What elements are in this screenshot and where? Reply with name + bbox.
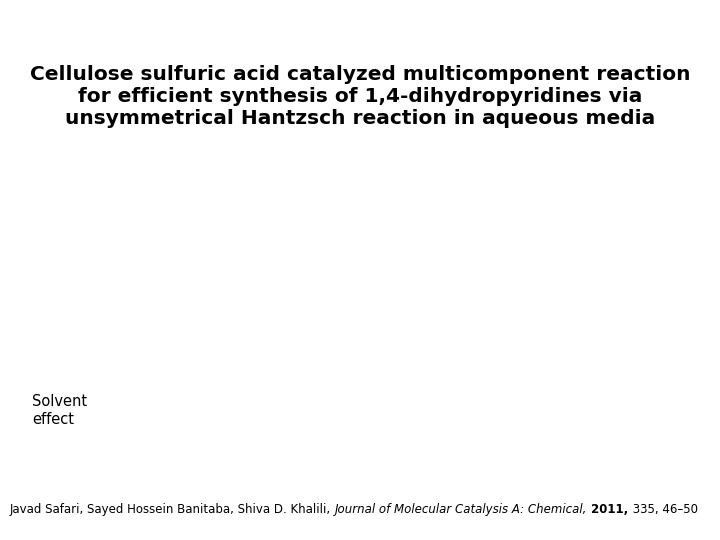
Text: 2011,: 2011, (588, 503, 629, 516)
Text: Javad Safari, Sayed Hossein Banitaba, Shiva D. Khalili,: Javad Safari, Sayed Hossein Banitaba, Sh… (10, 503, 335, 516)
Text: Cellulose sulfuric acid catalyzed multicomponent reaction
for efficient synthesi: Cellulose sulfuric acid catalyzed multic… (30, 65, 690, 128)
Text: Solvent
effect: Solvent effect (32, 394, 88, 427)
Text: Journal of Molecular Catalysis A: Chemical,: Journal of Molecular Catalysis A: Chemic… (335, 503, 588, 516)
Text: 335, 46–50: 335, 46–50 (629, 503, 698, 516)
